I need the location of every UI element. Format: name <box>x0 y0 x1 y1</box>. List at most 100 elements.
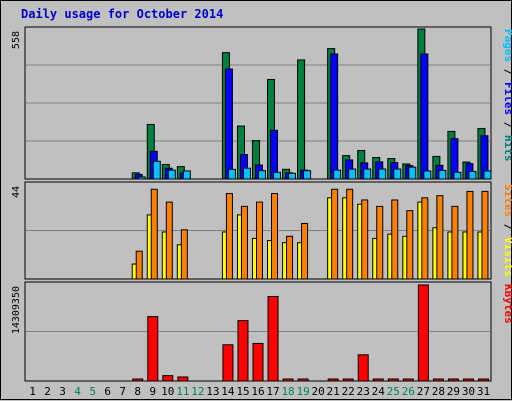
side-label-separator: / <box>502 217 512 237</box>
bar-sites-day-27 <box>421 197 429 280</box>
side-label-visits: Visits <box>502 237 512 277</box>
bar-kbytes-day-9 <box>147 316 159 382</box>
x-tick-label-day-10: 10 <box>161 385 174 398</box>
bar-files-day-14 <box>224 68 233 180</box>
bar-kbytes-day-17 <box>267 295 279 382</box>
bar-pages-day-30 <box>468 170 477 180</box>
side-label-hits: Hits <box>502 135 512 162</box>
x-tick-label-day-23: 23 <box>357 385 370 398</box>
bar-pages-day-10 <box>167 169 176 180</box>
bar-kbytes-day-14 <box>222 344 234 382</box>
bar-kbytes-day-28 <box>432 378 444 382</box>
bar-pages-day-17 <box>273 171 282 180</box>
bar-kbytes-day-29 <box>447 378 459 382</box>
bar-sites-day-25 <box>391 199 399 280</box>
bar-sites-day-8 <box>135 250 143 280</box>
side-label-kbytes: KBytes <box>502 284 512 324</box>
bar-pages-day-21 <box>333 169 342 180</box>
x-tick-label-day-9: 9 <box>149 385 156 398</box>
max-label-hits: 558 <box>11 31 22 49</box>
bar-kbytes-day-15 <box>237 320 249 382</box>
x-tick-label-day-20: 20 <box>312 385 325 398</box>
bar-kbytes-day-26 <box>402 378 414 382</box>
bar-pages-day-31 <box>483 170 492 180</box>
bar-pages-day-28 <box>438 169 447 180</box>
bar-pages-day-29 <box>453 171 462 180</box>
x-tick-label-day-12: 12 <box>191 385 204 398</box>
x-tick-label-day-5: 5 <box>89 385 96 398</box>
bar-kbytes-day-18 <box>282 378 294 382</box>
x-tick-label-day-24: 24 <box>372 385 386 398</box>
side-label-kbytes: KBytes <box>502 284 512 324</box>
x-tick-label-day-3: 3 <box>59 385 66 398</box>
bar-kbytes-day-31 <box>477 378 489 382</box>
bar-sites-day-16 <box>255 201 263 280</box>
bar-kbytes-day-10 <box>162 375 174 382</box>
bar-pages-day-19 <box>303 170 312 180</box>
bar-sites-day-28 <box>436 195 444 280</box>
bar-sites-day-29 <box>451 205 459 280</box>
chart-title: Daily usage for October 2014 <box>21 7 224 21</box>
side-label-separator: / <box>502 62 512 82</box>
bar-pages-day-14 <box>227 168 236 180</box>
bar-sites-day-22 <box>346 188 354 280</box>
bar-pages-day-18 <box>288 172 297 180</box>
bar-sites-day-24 <box>376 205 384 280</box>
x-tick-label-day-14: 14 <box>221 385 235 398</box>
x-tick-label-day-2: 2 <box>44 385 51 398</box>
x-tick-label-day-21: 21 <box>327 385 340 398</box>
bar-files-day-21 <box>330 53 339 180</box>
side-label-pages: Pages <box>502 29 512 62</box>
bar-kbytes-day-16 <box>252 342 264 382</box>
x-tick-label-day-31: 31 <box>477 385 490 398</box>
bar-hits-day-19 <box>297 59 306 180</box>
side-label-files: Files <box>502 82 512 115</box>
bar-files-day-27 <box>420 53 429 180</box>
bar-kbytes-day-23 <box>357 354 369 382</box>
bar-pages-day-26 <box>408 166 417 180</box>
bar-sites-day-18 <box>286 235 294 280</box>
bar-sites-day-14 <box>225 193 233 280</box>
bar-kbytes-day-24 <box>372 378 384 382</box>
bar-kbytes-day-27 <box>417 284 429 382</box>
bar-sites-day-19 <box>301 222 309 280</box>
x-tick-label-day-29: 29 <box>447 385 460 398</box>
side-label-separator: / <box>502 115 512 135</box>
x-tick-label-day-7: 7 <box>119 385 126 398</box>
bar-sites-day-23 <box>361 199 369 280</box>
bar-pages-day-24 <box>378 168 387 180</box>
x-tick-label-day-13: 13 <box>206 385 219 398</box>
bar-sites-day-15 <box>240 205 248 280</box>
x-tick-label-day-16: 16 <box>251 385 264 398</box>
bar-sites-day-9 <box>150 188 158 280</box>
bar-sites-day-30 <box>466 190 474 280</box>
bar-sites-day-17 <box>271 193 279 280</box>
bar-pages-day-16 <box>257 170 266 180</box>
side-label-hits: Pages / Files / Hits <box>502 29 512 162</box>
bar-kbytes-day-30 <box>462 378 474 382</box>
bar-sites-day-31 <box>481 190 489 280</box>
bar-pages-day-8 <box>137 176 146 180</box>
bar-sites-day-10 <box>165 201 173 280</box>
bar-kbytes-day-11 <box>177 376 189 382</box>
x-tick-label-day-11: 11 <box>176 385 189 398</box>
x-tick-label-day-1: 1 <box>29 385 36 398</box>
x-tick-label-day-15: 15 <box>236 385 249 398</box>
bar-kbytes-day-19 <box>297 378 309 382</box>
side-label-visits: Sites / Visits <box>502 184 512 277</box>
bar-kbytes-day-22 <box>342 378 354 382</box>
max-label-visits: 44 <box>11 186 22 198</box>
side-label-sites: Sites <box>502 184 512 217</box>
bar-pages-day-11 <box>182 170 191 180</box>
x-tick-label-day-4: 4 <box>74 385 81 398</box>
bar-sites-day-21 <box>331 188 339 280</box>
x-tick-label-day-8: 8 <box>134 385 141 398</box>
bar-sites-day-26 <box>406 210 414 280</box>
x-tick-label-day-25: 25 <box>387 385 400 398</box>
bar-files-day-17 <box>270 129 279 180</box>
x-tick-label-day-17: 17 <box>266 385 279 398</box>
x-tick-label-day-27: 27 <box>417 385 430 398</box>
bar-kbytes-day-8 <box>132 378 144 382</box>
bar-pages-day-15 <box>242 167 251 180</box>
